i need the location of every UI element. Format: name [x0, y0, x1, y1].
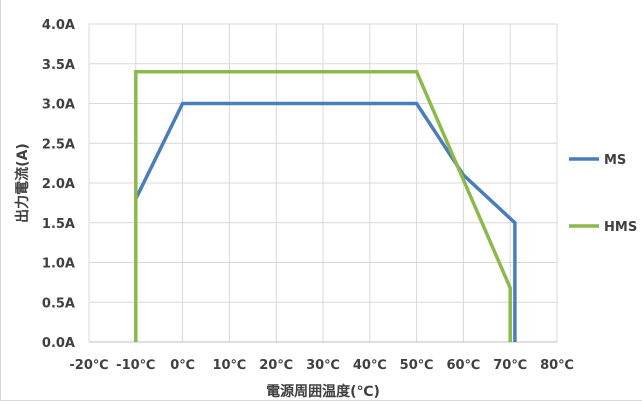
series-line-ms: [134, 101, 517, 342]
x-tick-label: 30℃: [306, 358, 340, 373]
y-tick-label: 2.5A: [42, 137, 75, 152]
legend-label: HMS: [604, 220, 637, 235]
legend-label: MS: [604, 153, 626, 168]
x-tick-label: -20℃: [69, 358, 108, 373]
y-tick-label: 3.5A: [42, 58, 75, 73]
tick-layer: 0.0A 0.5A 1.0A 1.5A 2.0A 2.5A 3.0A 3.5A 4.0A -20℃…: [42, 18, 574, 373]
y-tick-label: 0.0A: [42, 336, 75, 351]
x-tick-label: 70℃: [493, 358, 527, 373]
x-tick-label: 40℃: [353, 358, 387, 373]
y-tick-label: 2.0A: [42, 177, 75, 192]
y-tick-label: 4.0A: [42, 18, 75, 33]
x-tick-label: 10℃: [212, 358, 246, 373]
series-layer: [134, 69, 517, 342]
series-line-hms: [134, 69, 512, 342]
x-axis-title: 電源周囲温度(℃): [266, 383, 380, 400]
legend: MS HMS: [569, 153, 637, 235]
y-tick-label: 1.0A: [42, 257, 75, 272]
y-tick-label: 3.0A: [42, 98, 75, 113]
x-tick-label: -10℃: [116, 358, 155, 373]
x-tick-label: 80℃: [540, 358, 574, 373]
x-tick-label: 0℃: [170, 358, 195, 373]
x-tick-label: 60℃: [446, 358, 480, 373]
y-tick-label: 0.5A: [42, 296, 75, 311]
x-tick-label: 20℃: [259, 358, 293, 373]
y-axis-title: 出力電流(A): [14, 143, 31, 223]
y-tick-label: 1.5A: [42, 217, 75, 232]
x-tick-label: 50℃: [400, 358, 434, 373]
